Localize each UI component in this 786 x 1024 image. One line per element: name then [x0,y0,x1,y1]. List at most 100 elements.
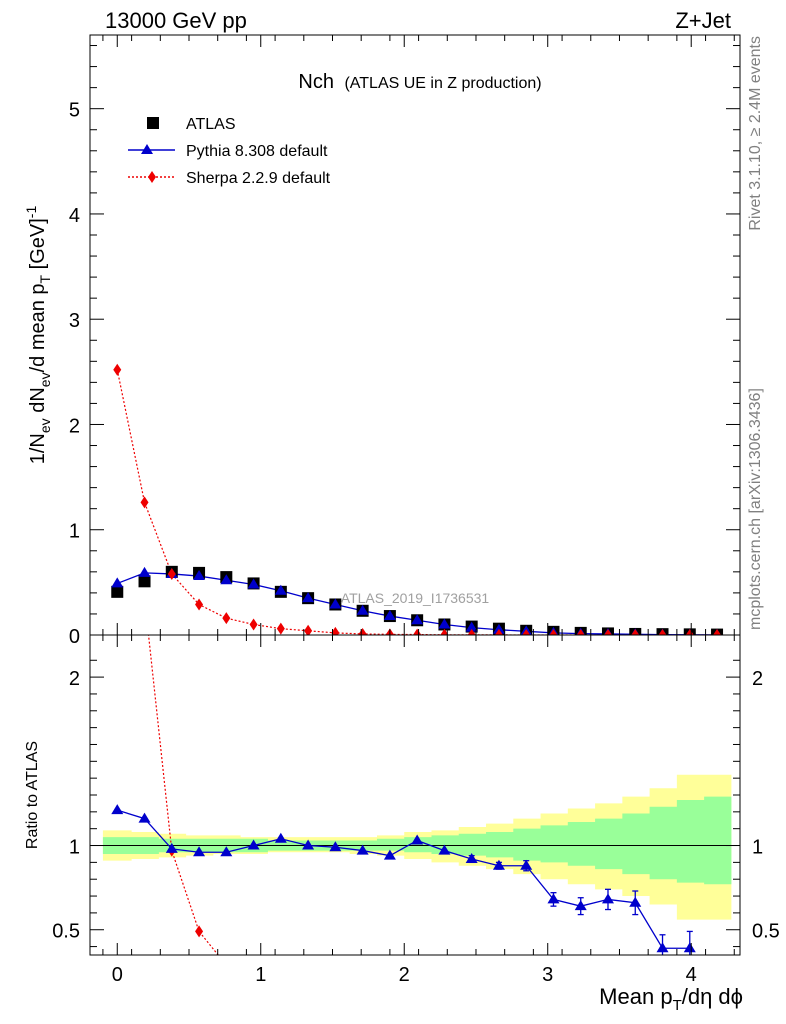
pythia-ratio-point [193,846,206,857]
pythia-ratio-point [465,853,478,863]
pythia-ratio-point [492,859,505,870]
plot-title-main: Nch [298,71,334,93]
pythia-point [302,592,315,603]
atlas-point [111,585,124,598]
pythia-ratio-point [656,942,669,953]
sherpa-ratio-point [222,959,230,971]
sherpa-point [222,612,231,625]
y-tick-label: 2 [69,415,80,437]
pythia-point [411,614,424,625]
atlas-point [138,575,151,588]
y-tick-label: 0 [69,626,80,648]
ratio-y-tick-label: 2 [69,668,80,690]
pythia-ratio-point [574,900,587,911]
pythia-ratio-point [165,842,178,853]
y-tick-label: 1 [69,521,80,543]
pythia-ratio-point [111,804,124,815]
main-y-axis-label: 1/Nev dNev/d mean pT [GeV]-1 [23,206,53,465]
x-tick-label: 1 [255,964,266,986]
legend: ATLAS Pythia 8.308 default Sherpa 2.2.9 … [128,116,331,187]
sherpa-point [358,627,367,635]
sherpa-point [658,628,667,635]
pythia-ratio-point [329,841,342,852]
x-tick-label: 2 [399,964,410,986]
pythia-ratio-point [601,893,614,904]
legend-atlas-label: ATLAS [186,116,236,133]
rivet-version-label: Rivet 3.1.10, ≥ 2.4M events [747,36,764,231]
pythia-point [111,577,124,588]
sherpa-point [494,628,503,635]
ratio-series-group [111,592,696,971]
sherpa-point [304,624,313,635]
pythia-ratio-point [138,812,151,823]
plot-title-sub: (ATLAS UE in Z production) [344,75,541,92]
ratio-y-tick-label-right: 2 [752,668,763,690]
pythia-point [492,623,505,634]
pythia-ratio-point [629,896,642,907]
pythia-ratio-point [411,834,424,845]
pythia-point [138,566,151,577]
legend-sherpa-marker [148,171,156,183]
sherpa-point [331,626,340,635]
header-left-label: 13000 GeV pp [105,8,247,33]
pythia-point [356,604,369,615]
analysis-watermark: ATLAS_2019_I1736531 [341,590,490,606]
sherpa-point [249,618,258,631]
pythia-ratio-point [247,839,260,850]
ratio-y-tick-label-right: 1 [752,837,763,859]
y-tick-label: 4 [69,205,80,227]
sherpa-point [276,622,285,635]
sherpa-ratio-point [195,925,204,938]
sherpa-ratio-line [147,635,219,955]
pythia-point [220,574,233,585]
legend-atlas-marker [147,117,159,129]
sherpa-point [576,628,585,635]
ratio-y-axis-label: Ratio to ATLAS [24,741,41,849]
sherpa-line [116,369,718,635]
pythia-ratio-point [438,844,451,855]
sherpa-point [413,628,422,635]
axis-ticks: 0 1 2 3 4 0 1 2 3 4 5 0.5 0.5 1 1 2 2 [52,35,780,986]
pythia-ratio-point [520,859,533,870]
sherpa-point [467,628,476,635]
mcplots-label: mcplots.cern.ch [arXiv:1306.3436] [747,388,764,630]
ratio-plot-frame [89,634,741,956]
x-tick-label: 4 [686,964,697,986]
pythia-point [274,584,287,595]
sherpa-point [140,496,149,509]
pythia-ratio-point [356,844,369,855]
ratio-y-tick-label: 1 [69,837,80,859]
pythia-ratio-point [274,832,287,843]
sherpa-point [549,628,558,635]
sherpa-ratio-point [141,592,149,604]
ratio-bands [102,774,732,920]
legend-sherpa-label: Sherpa 2.2.9 default [186,170,331,187]
sherpa-point [522,628,531,635]
plot-title: Nch (ATLAS UE in Z production) [298,71,541,93]
pythia-point [438,618,451,629]
y-tick-label: 3 [69,310,80,332]
pythia-ratio-point [547,893,560,904]
pythia-ratio-line [117,809,690,949]
pythia-point [465,621,478,632]
pythia-point [247,578,260,589]
sherpa-point [195,598,204,611]
x-axis-label: Mean pT/dη dϕ [599,984,743,1014]
sherpa-point [713,628,722,635]
ratio-y-tick-label-right: 0.5 [752,921,780,943]
sherpa-point [440,628,449,635]
pythia-ratio-point [683,942,696,953]
pythia-ratio-point [220,846,233,857]
sherpa-point [603,628,612,635]
legend-pythia-marker [141,144,153,154]
x-tick-label: 0 [112,964,123,986]
pythia-point [383,610,396,621]
x-tick-label: 3 [542,964,553,986]
sherpa-point [631,628,640,635]
sherpa-point [113,363,122,376]
pythia-ratio-point [383,849,396,860]
header-right-label: Z+Jet [675,8,731,33]
sherpa-point [685,628,694,635]
y-tick-label: 5 [69,100,80,122]
